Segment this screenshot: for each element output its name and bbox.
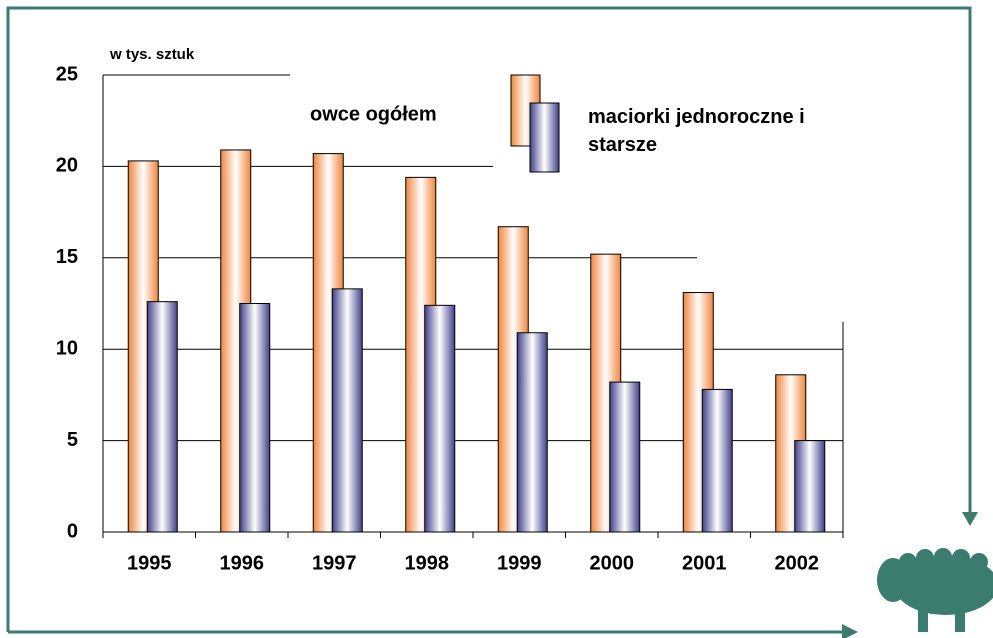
bar: [794, 440, 826, 533]
sheep-icon: [877, 548, 993, 632]
bar: [424, 304, 456, 533]
y-tick-label: 0: [67, 520, 78, 542]
arrow: [962, 512, 978, 526]
x-tick-label: 2001: [682, 552, 727, 574]
y-tick-label: 10: [56, 337, 78, 359]
y-tick-label: 15: [56, 246, 78, 268]
x-tick-label: 1997: [312, 552, 357, 574]
frame: [6, 6, 972, 634]
y-axis-label: w tys. sztuk: [109, 46, 195, 63]
x-tick-label: 1995: [127, 552, 172, 574]
x-tick-label: 1998: [405, 552, 450, 574]
bar: [331, 288, 363, 533]
y-tick-label: 25: [56, 63, 78, 85]
y-tick-label: 20: [56, 155, 78, 177]
x-tick-label: 2002: [775, 552, 820, 574]
x-tick-label: 2000: [590, 552, 635, 574]
y-tick-label: 5: [67, 429, 78, 451]
legend-swatch: [529, 102, 560, 173]
arrow: [842, 624, 858, 638]
bar: [609, 381, 641, 533]
x-tick-label: 1999: [497, 552, 542, 574]
bar: [146, 301, 178, 533]
x-tick-label: 1996: [220, 552, 265, 574]
legend-label: maciorki jednoroczne i starsze: [588, 106, 805, 156]
legend-label: owce ogółem: [310, 103, 437, 125]
bar: [516, 332, 548, 533]
bar: [239, 303, 271, 533]
bar: [701, 388, 733, 533]
